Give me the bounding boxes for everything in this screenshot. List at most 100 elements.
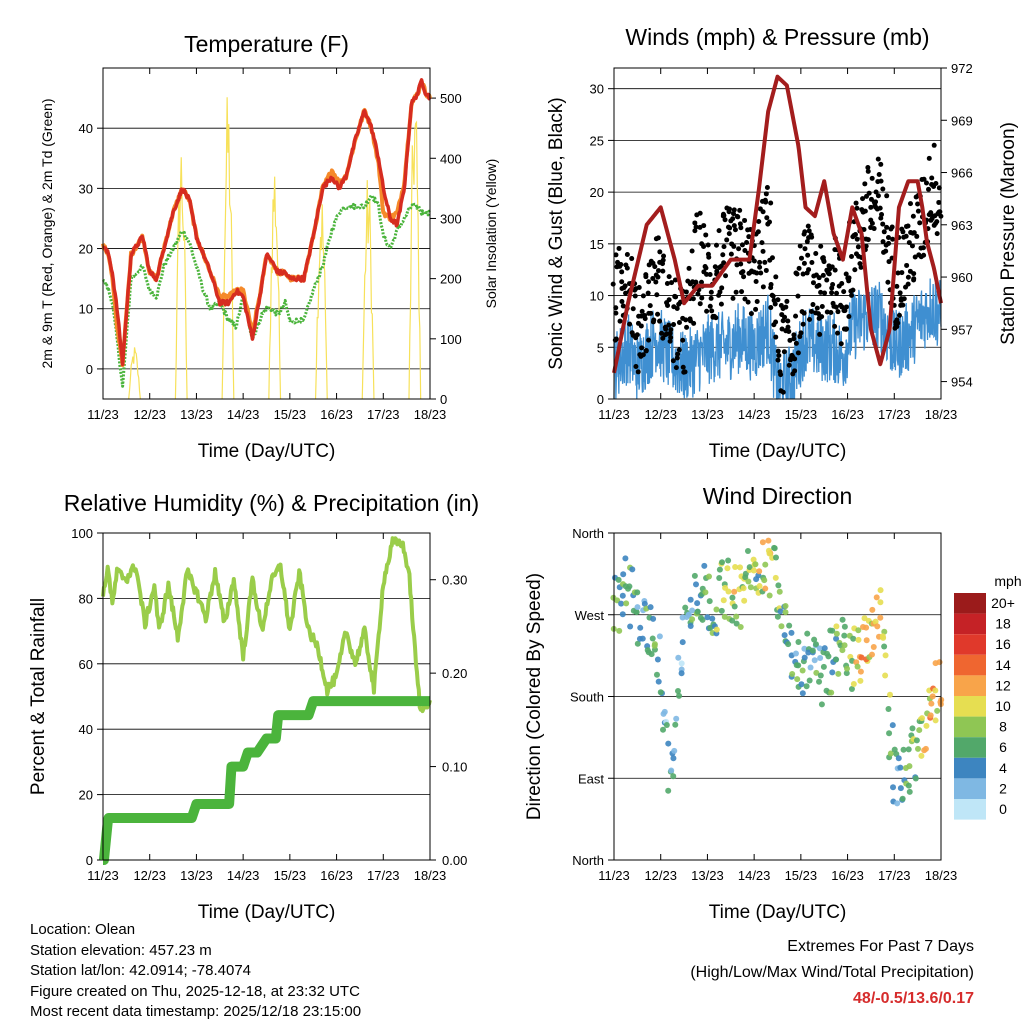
gust-point: [854, 205, 860, 211]
direction-point: [615, 576, 622, 583]
elevation-text: Station elevation: 457.23 m: [30, 941, 212, 959]
direction-x-tick-label: 13/23: [691, 868, 724, 883]
direction-point: [721, 613, 728, 620]
pressure-y-tick-label: 969: [951, 113, 973, 128]
direction-point: [756, 583, 763, 590]
direction-point: [731, 603, 738, 610]
gust-point: [779, 326, 785, 332]
direction-point: [829, 669, 836, 676]
direction-point: [881, 628, 888, 635]
gust-point: [667, 338, 673, 344]
gust-point: [793, 313, 799, 319]
gust-point: [880, 186, 886, 192]
gust-point: [728, 251, 734, 257]
direction-point: [799, 690, 806, 697]
direction-point: [746, 564, 753, 571]
gust-point: [880, 221, 886, 227]
gust-point: [707, 303, 713, 309]
direction-point: [833, 630, 840, 637]
gust-point: [826, 271, 832, 277]
gust-point: [846, 313, 852, 319]
gust-point: [800, 321, 806, 327]
gust-point: [773, 274, 779, 280]
direction-point: [633, 609, 640, 616]
solar-insolation-line: [174, 157, 188, 400]
direction-point: [792, 650, 799, 657]
gust-point: [757, 264, 763, 270]
gust-point: [805, 252, 811, 258]
gust-point: [632, 293, 638, 299]
direction-point: [694, 600, 701, 607]
gust-point: [933, 181, 939, 187]
gust-point: [880, 239, 886, 245]
gust-point: [738, 261, 744, 267]
extremes-subtitle: (High/Low/Max Wind/Total Precipitation): [690, 964, 974, 981]
relative-humidity-line: [101, 536, 432, 714]
direction-point: [882, 652, 889, 659]
direction-point: [868, 651, 875, 658]
gust-point: [676, 320, 682, 326]
gust-point: [794, 271, 800, 277]
direction-point: [887, 691, 894, 698]
gust-point: [853, 200, 859, 206]
gust-point: [937, 209, 943, 215]
direction-point: [671, 747, 678, 754]
speed-legend-label: 8: [999, 719, 1007, 735]
direction-point: [857, 677, 864, 684]
gust-point: [818, 243, 824, 249]
direction-point: [897, 764, 904, 771]
gust-point: [672, 293, 678, 299]
pressure-y-axis-label: Station Pressure (Maroon): [998, 122, 1019, 345]
gust-point: [650, 275, 656, 281]
gust-point: [660, 335, 666, 341]
gust-point: [697, 210, 703, 216]
gust-point: [834, 290, 840, 296]
gust-point: [817, 331, 823, 337]
direction-point: [801, 645, 808, 652]
gust-point: [703, 232, 709, 238]
gust-point: [731, 243, 737, 249]
direction-point: [811, 636, 818, 643]
speed-legend-label: 20+: [991, 595, 1015, 611]
gust-point: [773, 334, 779, 340]
direction-x-axis-label: Time (Day/UTC): [709, 902, 847, 923]
gust-point: [623, 290, 629, 296]
gust-point: [721, 212, 727, 218]
gust-point: [861, 226, 867, 232]
gust-point: [698, 279, 704, 285]
direction-point: [724, 565, 731, 572]
gust-point: [668, 334, 674, 340]
gust-point: [835, 330, 841, 336]
gust-point: [923, 180, 929, 186]
gust-point: [622, 283, 628, 289]
direction-point: [863, 624, 870, 631]
winds-x-tick-label: 14/23: [738, 407, 771, 422]
gust-point: [657, 249, 663, 255]
gust-point: [726, 231, 732, 237]
direction-point: [745, 578, 752, 585]
humidity-x-tick-label: 11/23: [87, 868, 119, 883]
gust-point: [692, 220, 698, 226]
gust-point: [844, 326, 850, 332]
gust-point: [862, 181, 868, 187]
gust-point: [697, 301, 703, 307]
total-precipitation-line: [98, 696, 430, 865]
gust-point: [718, 301, 724, 307]
gust-point: [683, 317, 689, 323]
direction-point: [655, 678, 662, 685]
gust-point: [638, 323, 644, 329]
gust-point: [760, 248, 766, 254]
gust-point: [633, 364, 639, 370]
gust-point: [742, 247, 748, 253]
direction-point: [870, 643, 877, 650]
direction-point: [729, 594, 736, 601]
speed-legend-label: 2: [999, 780, 1007, 796]
gust-point: [746, 234, 752, 240]
direction-point: [627, 623, 634, 630]
temperature-x-tick-label: 16/23: [320, 407, 353, 422]
extremes-values: 48/-0.5/13.6/0.17: [853, 990, 974, 1007]
solar-insolation-line: [361, 180, 375, 400]
pressure-y-tick-label: 972: [951, 61, 973, 76]
direction-point: [740, 585, 747, 592]
gust-point: [674, 355, 680, 361]
